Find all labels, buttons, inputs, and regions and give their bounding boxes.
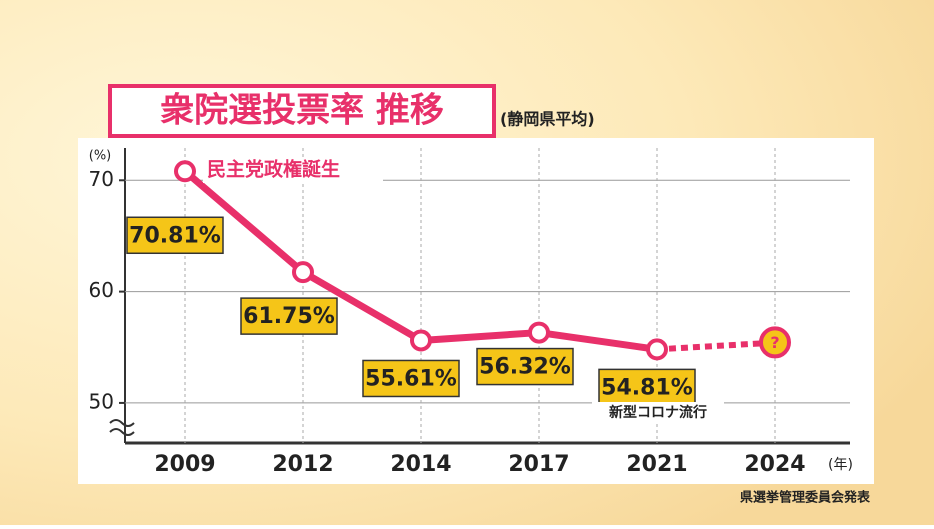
title-box xyxy=(108,84,496,138)
chart-title: 衆院選投票率 推移 xyxy=(160,91,444,131)
plot-panel xyxy=(78,138,874,484)
annotation-box xyxy=(203,157,383,183)
value-label-box xyxy=(362,359,460,398)
annotation: 新型コロナ流行 xyxy=(609,404,707,421)
value-label: 54.81% xyxy=(601,375,693,400)
point xyxy=(528,321,550,344)
value-label-box xyxy=(126,216,224,255)
x-tick-label: 2024 xyxy=(744,452,805,477)
y-tick-label: 60 xyxy=(89,278,114,302)
point xyxy=(410,329,432,352)
annotation: 民主党政権誕生 xyxy=(207,158,340,181)
point xyxy=(174,160,196,183)
x-tick-label: 2009 xyxy=(154,452,215,477)
value-label-box xyxy=(240,297,338,335)
y-tick-label: 50 xyxy=(89,389,114,413)
x-tick-label: 2017 xyxy=(508,452,569,477)
value-label: 56.32% xyxy=(479,355,571,380)
annotation-box xyxy=(592,402,724,424)
x-tick-label: 2021 xyxy=(626,452,687,477)
point xyxy=(646,338,668,361)
x-tick-label: 2014 xyxy=(390,452,451,477)
source: 県選挙管理委員会発表 xyxy=(740,490,871,506)
value-label: 61.75% xyxy=(243,304,335,329)
subtitle: (静岡県平均) xyxy=(500,110,595,129)
value-label: 70.81% xyxy=(129,223,221,248)
value-label: 55.61% xyxy=(365,366,457,391)
value-label-box xyxy=(476,347,574,386)
x-unit: (年) xyxy=(828,457,853,473)
axis-break xyxy=(109,419,135,436)
y-tick-label: 70 xyxy=(89,167,114,191)
unknown-point xyxy=(759,326,791,359)
x-tick-label: 2012 xyxy=(272,452,333,477)
projection-line xyxy=(656,340,762,353)
point xyxy=(292,261,314,284)
y-unit: (%) xyxy=(89,149,112,164)
unknown-label: ? xyxy=(770,333,779,352)
